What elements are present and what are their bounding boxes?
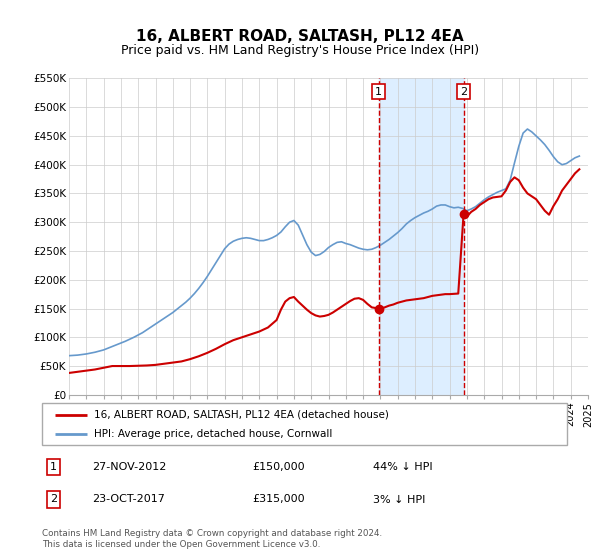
Text: 1: 1	[375, 87, 382, 97]
Text: £150,000: £150,000	[252, 462, 305, 472]
Text: 27-NOV-2012: 27-NOV-2012	[92, 462, 166, 472]
FancyBboxPatch shape	[42, 403, 567, 445]
Text: 44% ↓ HPI: 44% ↓ HPI	[373, 462, 433, 472]
Text: Contains HM Land Registry data © Crown copyright and database right 2024.: Contains HM Land Registry data © Crown c…	[42, 529, 382, 538]
Text: 23-OCT-2017: 23-OCT-2017	[92, 494, 165, 505]
Bar	[379, 78, 464, 395]
Text: 1: 1	[50, 462, 57, 472]
Text: £315,000: £315,000	[252, 494, 305, 505]
Text: 3% ↓ HPI: 3% ↓ HPI	[373, 494, 425, 505]
Text: 2: 2	[460, 87, 467, 97]
Text: Price paid vs. HM Land Registry's House Price Index (HPI): Price paid vs. HM Land Registry's House …	[121, 44, 479, 57]
Text: 16, ALBERT ROAD, SALTASH, PL12 4EA (detached house): 16, ALBERT ROAD, SALTASH, PL12 4EA (deta…	[95, 409, 389, 419]
Text: 2: 2	[50, 494, 57, 505]
Text: This data is licensed under the Open Government Licence v3.0.: This data is licensed under the Open Gov…	[42, 540, 320, 549]
Text: 16, ALBERT ROAD, SALTASH, PL12 4EA: 16, ALBERT ROAD, SALTASH, PL12 4EA	[136, 30, 464, 44]
Text: HPI: Average price, detached house, Cornwall: HPI: Average price, detached house, Corn…	[95, 429, 333, 439]
